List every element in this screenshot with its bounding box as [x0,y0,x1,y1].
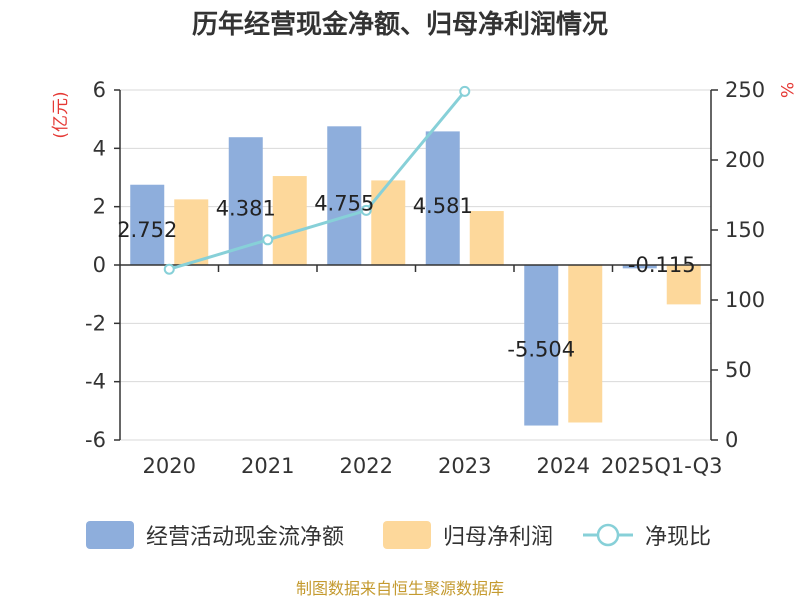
legend: 经营活动现金流净额 归母净利润 净现比 [86,521,711,550]
legend-label-ratio: 净现比 [645,525,711,550]
data-label-cashflow: -0.115 [628,253,696,277]
category-label: 2021 [241,454,294,478]
ratio-point [360,204,372,216]
right-axis-label: % [776,82,796,98]
bar-profit [272,176,307,265]
category-label: 2024 [537,454,590,478]
data-label-cashflow: -5.504 [507,337,575,361]
category-label: 2023 [438,454,491,478]
left-tick-label: -6 [85,428,106,452]
left-tick-label: -2 [85,311,106,335]
legend-marker-ratio [596,523,620,547]
bar-profit [469,211,504,265]
bar-cashflow [524,265,559,426]
left-tick-label: 0 [93,253,106,277]
bar-profit [371,180,406,265]
bar-profit [568,265,603,423]
ratio-point [262,234,274,246]
bar-cashflow [425,131,460,265]
data-label-cashflow: 4.755 [314,192,374,216]
chart-title: 历年经营现金净额、归母净利润情况 [192,9,608,40]
data-label-cashflow: 4.381 [216,196,276,220]
category-label: 2020 [143,454,196,478]
right-tick-label: 100 [725,288,765,312]
category-label: 2022 [340,454,393,478]
right-tick-label: 150 [725,218,765,242]
legend-swatch-profit [383,521,431,549]
bar-cashflow [327,126,362,265]
right-tick-label: 0 [725,428,738,452]
left-tick-label: 6 [93,78,106,102]
ratio-line-path [168,90,466,271]
axes: -6 -4 -2 0 2 4 6 0 50 100 150 200 250 2020 2021 2022 202… [85,78,765,478]
category-label: 2025Q1-Q3 [601,454,723,478]
data-label-cashflow: 4.581 [413,194,473,218]
right-tick-label: 200 [725,148,765,172]
right-tick-label: 50 [725,358,752,382]
bar-profit [174,199,209,265]
left-axis-label: (亿元) [51,91,71,138]
left-tick-label: 4 [93,136,106,160]
ratio-point [459,85,471,97]
ratio-point [163,263,175,275]
data-label-cashflow: 2.752 [117,218,177,242]
bar-cashflow [130,184,165,265]
left-tick-label: 2 [93,195,106,219]
bar-profit [666,265,701,305]
bar-cashflow [622,265,657,269]
source-note: 制图数据来自恒生聚源数据库 [296,579,504,598]
ratio-line [163,85,471,275]
legend-swatch-cashflow [86,521,134,549]
right-tick-label: 250 [725,78,765,102]
legend-label-cashflow: 经营活动现金流净额 [146,525,344,550]
data-labels: 2.752 4.381 4.755 4.581 -5.504 -0.115 [117,192,695,362]
left-tick-label: -4 [85,370,106,394]
legend-label-profit: 归母净利润 [443,525,553,550]
bars [130,126,701,426]
